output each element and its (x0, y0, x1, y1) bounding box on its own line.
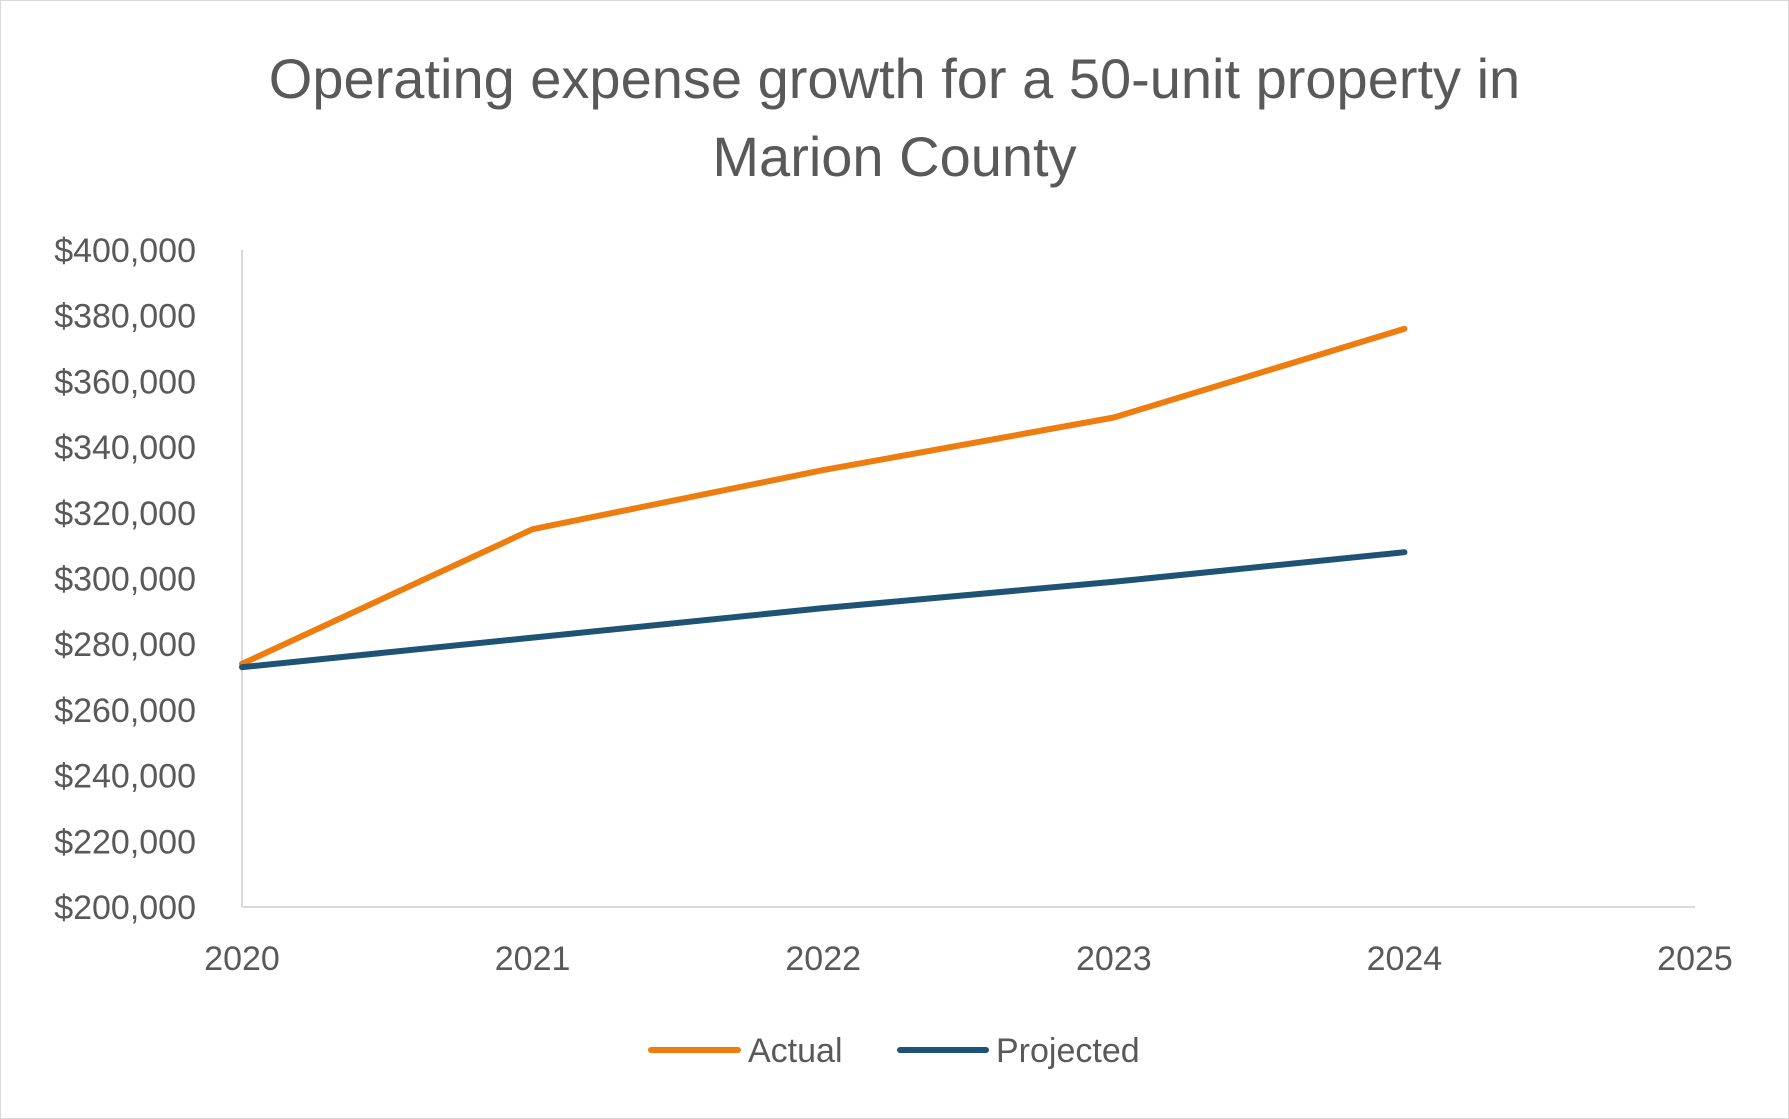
series-line-projected (239, 549, 1408, 671)
y-tick-label: $400,000 (54, 232, 196, 270)
legend: Actual Projected (648, 1032, 1140, 1070)
plot-series (239, 325, 1408, 671)
y-tick-label: $280,000 (54, 626, 196, 664)
y-tick-label: $240,000 (54, 758, 196, 796)
x-tick-label: 2024 (1367, 940, 1443, 978)
legend-item-actual: Actual (648, 1032, 843, 1070)
x-axis: 2020 2021 2022 2023 2024 2025 (204, 906, 1733, 978)
legend-label-actual: Actual (748, 1032, 843, 1070)
x-tick-label: 2020 (204, 940, 280, 978)
y-tick-label: $320,000 (54, 495, 196, 533)
legend-item-projected: Projected (897, 1032, 1140, 1070)
y-tick-label: $260,000 (54, 692, 196, 730)
x-tick-label: 2022 (785, 940, 861, 978)
legend-label-projected: Projected (996, 1032, 1140, 1070)
chart-title: Operating expense growth for a 50-unit p… (0, 40, 1789, 196)
y-tick-label: $300,000 (54, 561, 196, 599)
chart-title-line-1: Operating expense growth for a 50-unit p… (268, 47, 1521, 110)
y-axis: $200,000 $220,000 $240,000 $260,000 $280,000… (54, 232, 243, 927)
series-line-actual (239, 325, 1408, 667)
y-tick-label: $220,000 (54, 823, 196, 861)
x-tick-label: 2021 (495, 940, 571, 978)
y-tick-label: $380,000 (54, 298, 196, 336)
x-tick-label: 2023 (1076, 940, 1152, 978)
y-tick-label: $360,000 (54, 363, 196, 401)
y-tick-label: $340,000 (54, 429, 196, 467)
chart-title-line-2: Marion County (712, 125, 1077, 188)
x-tick-label: 2025 (1657, 940, 1733, 978)
y-tick-label: $200,000 (54, 889, 196, 927)
